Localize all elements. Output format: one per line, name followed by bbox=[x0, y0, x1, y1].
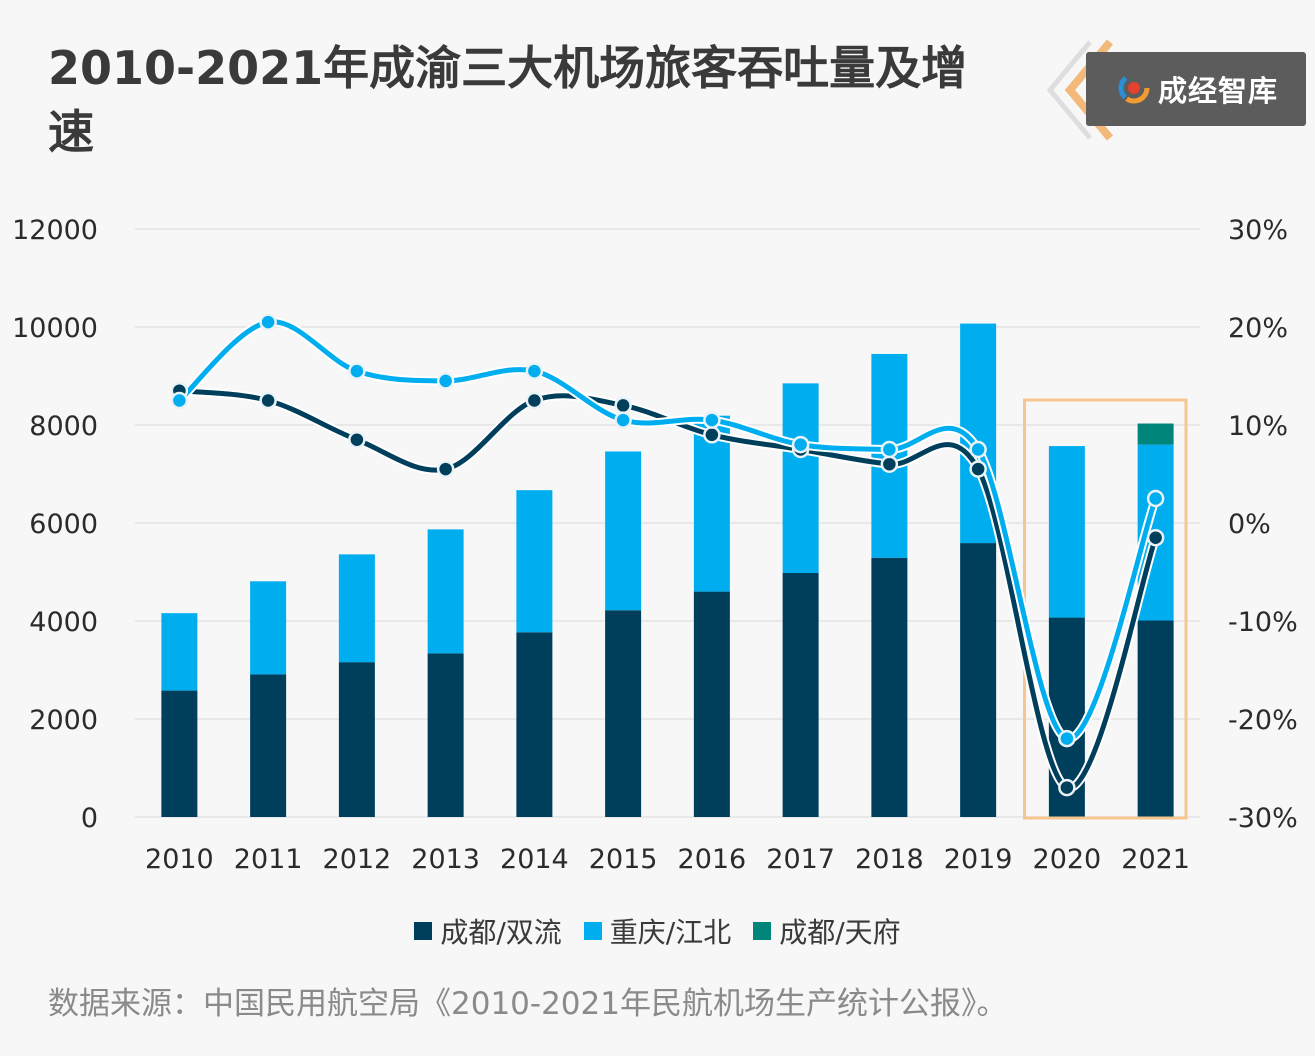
legend-item-shuangliu: 成都/双流 bbox=[414, 911, 561, 951]
growth-point bbox=[527, 364, 542, 379]
bar-segment bbox=[161, 613, 197, 690]
y-right-tick-label: -30% bbox=[1228, 803, 1298, 834]
bar-segment bbox=[428, 653, 464, 817]
growth-point bbox=[349, 364, 364, 379]
x-tick-label: 2020 bbox=[1033, 844, 1102, 875]
legend-item-tianfu: 成都/天府 bbox=[753, 911, 900, 951]
legend-swatch bbox=[414, 922, 432, 940]
bar-segment bbox=[339, 554, 375, 662]
legend-label: 成都/双流 bbox=[440, 911, 561, 951]
bar-segment bbox=[250, 674, 286, 817]
growth-point bbox=[704, 427, 719, 442]
growth-line-halo bbox=[179, 322, 1155, 739]
growth-point bbox=[616, 398, 631, 413]
growth-point bbox=[1059, 731, 1074, 746]
legend-label: 重庆/江北 bbox=[610, 911, 731, 951]
bar-segment bbox=[783, 573, 819, 817]
bar-segment bbox=[694, 592, 730, 817]
bar-segment bbox=[250, 581, 286, 674]
bar-segment bbox=[516, 632, 552, 817]
y-right-tick-label: 0% bbox=[1228, 509, 1271, 540]
chart-legend: 成都/双流 重庆/江北 成都/天府 bbox=[0, 910, 1315, 952]
x-tick-label: 2017 bbox=[766, 844, 835, 875]
y-right-tick-label: 10% bbox=[1228, 411, 1288, 442]
bar-segment bbox=[428, 529, 464, 653]
legend-swatch bbox=[584, 922, 602, 940]
growth-point bbox=[172, 393, 187, 408]
growth-point bbox=[971, 462, 986, 477]
growth-point bbox=[1148, 530, 1163, 545]
x-tick-label: 2015 bbox=[589, 844, 658, 875]
x-tick-label: 2018 bbox=[855, 844, 924, 875]
y-right-tick-label: -20% bbox=[1228, 705, 1298, 736]
y-right-tick-label: -10% bbox=[1228, 607, 1298, 638]
growth-line bbox=[179, 322, 1155, 739]
legend-label: 成都/天府 bbox=[779, 911, 900, 951]
growth-point bbox=[349, 432, 364, 447]
x-tick-label: 2013 bbox=[411, 844, 480, 875]
bar-segment bbox=[1138, 424, 1174, 445]
y-left-tick-label: 6000 bbox=[29, 509, 98, 540]
y-left-tick-label: 8000 bbox=[29, 411, 98, 442]
y-right-tick-label: 20% bbox=[1228, 313, 1288, 344]
chart-canvas: 0 -30% 2000 -20% 4000 -10% 6000 0% 8000 10% 10000 2… bbox=[0, 0, 1315, 900]
legend-swatch bbox=[753, 922, 771, 940]
x-tick-label: 2014 bbox=[500, 844, 569, 875]
y-left-tick-label: 12000 bbox=[12, 215, 98, 246]
growth-point bbox=[438, 462, 453, 477]
x-tick-label: 2012 bbox=[323, 844, 392, 875]
bar-segment bbox=[516, 490, 552, 632]
growth-point bbox=[793, 437, 808, 452]
bar-segment bbox=[960, 543, 996, 817]
bar-segment bbox=[605, 451, 641, 610]
bar-segment bbox=[1138, 621, 1174, 817]
y-left-tick-label: 0 bbox=[81, 803, 98, 834]
x-tick-label: 2016 bbox=[678, 844, 747, 875]
x-tick-label: 2019 bbox=[944, 844, 1013, 875]
x-tick-label: 2021 bbox=[1121, 844, 1190, 875]
growth-point bbox=[882, 442, 897, 457]
source-note: 数据来源：中国民用航空局《2010-2021年民航机场生产统计公报》。 bbox=[48, 978, 1007, 1023]
y-right-tick-label: 30% bbox=[1228, 215, 1288, 246]
growth-point bbox=[1148, 491, 1163, 506]
bar-segment bbox=[783, 383, 819, 573]
growth-line bbox=[179, 391, 1155, 788]
growth-point bbox=[704, 413, 719, 428]
growth-point bbox=[261, 315, 276, 330]
growth-point bbox=[527, 393, 542, 408]
bar-segment bbox=[161, 691, 197, 817]
growth-point bbox=[616, 413, 631, 428]
bar-segment bbox=[1049, 446, 1085, 618]
y-left-tick-label: 2000 bbox=[29, 705, 98, 736]
bar-segment bbox=[339, 662, 375, 817]
bar-segment bbox=[605, 610, 641, 817]
growth-point bbox=[1059, 780, 1074, 795]
x-tick-label: 2011 bbox=[234, 844, 303, 875]
growth-point bbox=[261, 393, 276, 408]
y-left-tick-label: 10000 bbox=[12, 313, 98, 344]
bar-segment bbox=[871, 558, 907, 817]
legend-item-jiangbei: 重庆/江北 bbox=[584, 911, 731, 951]
growth-point bbox=[438, 373, 453, 388]
growth-point bbox=[882, 457, 897, 472]
growth-point bbox=[971, 442, 986, 457]
y-left-tick-label: 4000 bbox=[29, 607, 98, 638]
x-tick-label: 2010 bbox=[145, 844, 214, 875]
